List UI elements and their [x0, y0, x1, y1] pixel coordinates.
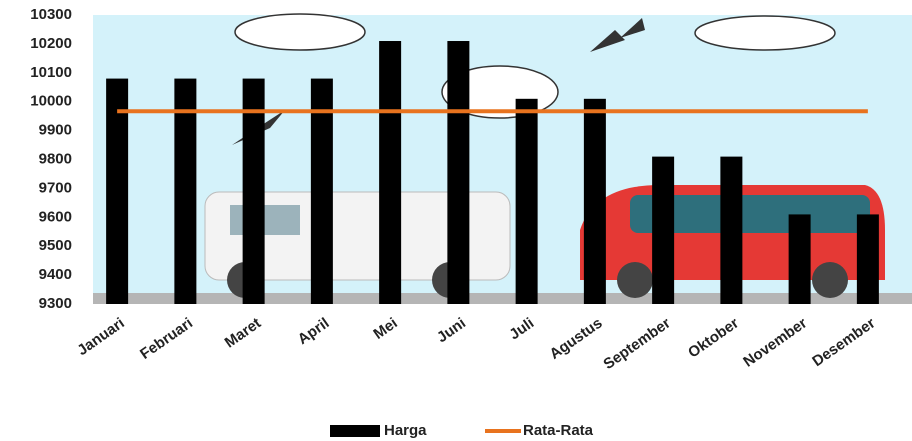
bar	[379, 41, 402, 304]
y-tick-label: 9700	[39, 179, 72, 196]
y-tick-label: 9500	[39, 237, 72, 254]
y-tick-label: 10000	[30, 93, 72, 110]
bar	[242, 78, 265, 304]
x-tick-label: November	[740, 315, 810, 371]
bar	[310, 78, 333, 304]
bar	[174, 78, 197, 304]
y-tick-label: 9300	[39, 295, 72, 312]
y-tick-label: 9600	[39, 208, 72, 225]
bar	[788, 214, 811, 304]
x-tick-label: Mei	[370, 315, 400, 343]
x-tick-label: Juli	[506, 315, 537, 344]
bar	[515, 98, 538, 304]
legend-label: Harga	[384, 422, 427, 439]
x-tick-label: Februari	[137, 315, 196, 363]
y-tick-label: 9400	[39, 266, 72, 283]
bar	[583, 98, 606, 304]
y-tick-label: 9900	[39, 122, 72, 139]
x-tick-label: Oktober	[685, 315, 742, 362]
x-tick-label: Agustus	[547, 315, 606, 363]
y-tick-label: 10100	[30, 64, 72, 81]
x-tick-label: April	[295, 315, 333, 349]
x-tick-label: Juni	[434, 315, 469, 347]
x-tick-label: Desember	[809, 315, 878, 371]
bar	[856, 214, 879, 304]
y-tick-label: 10200	[30, 35, 72, 52]
bar	[106, 78, 129, 304]
x-tick-label: Maret	[222, 315, 265, 352]
bar	[447, 41, 470, 304]
x-tick-label: September	[600, 315, 673, 373]
bar	[720, 156, 743, 304]
legend-label: Rata-Rata	[523, 422, 594, 439]
y-tick-label: 9800	[39, 150, 72, 167]
bar	[652, 156, 675, 304]
x-tick-label: Januari	[74, 315, 127, 360]
legend-swatch	[330, 425, 380, 437]
y-tick-label: 10300	[30, 6, 72, 23]
